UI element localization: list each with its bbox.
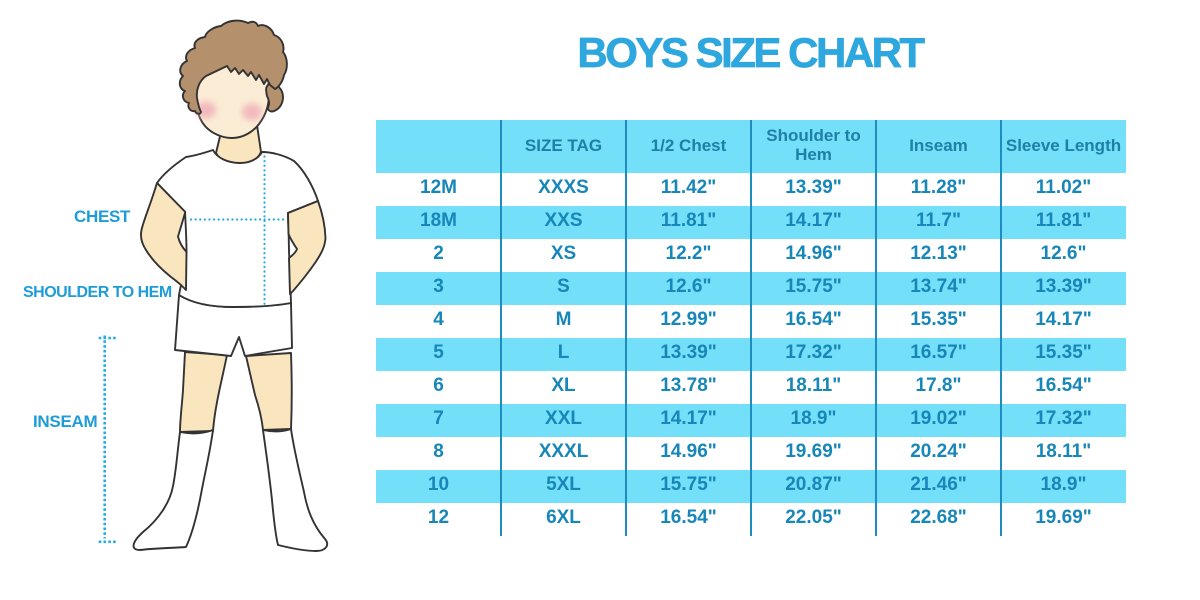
svg-text:CHEST: CHEST [74, 207, 131, 226]
svg-text:SHOULDER TO HEM: SHOULDER TO HEM [23, 284, 172, 301]
svg-text:INSEAM: INSEAM [33, 412, 97, 431]
